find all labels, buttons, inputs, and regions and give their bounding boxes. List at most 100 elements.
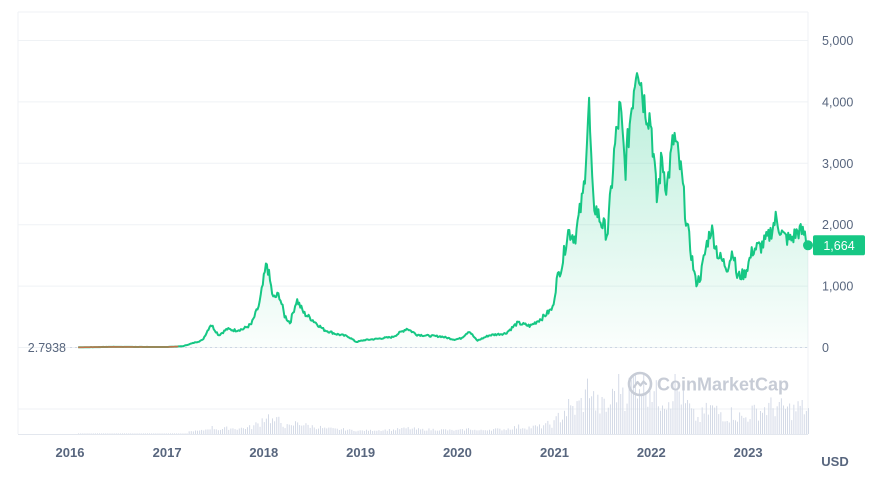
volume-bar — [722, 421, 724, 434]
volume-bar — [693, 408, 695, 434]
volume-bar — [593, 391, 595, 434]
volume-bar — [84, 433, 86, 434]
volume-bar — [637, 398, 638, 434]
price-line — [78, 72, 809, 349]
volume-bar — [290, 425, 292, 434]
volume-bar — [276, 417, 278, 434]
volume-bar — [190, 431, 192, 434]
volume-bar — [545, 423, 547, 434]
volume-bar — [232, 428, 234, 434]
volume-bar — [787, 406, 788, 434]
volume-bar — [574, 414, 576, 434]
volume-bar — [438, 430, 440, 434]
volume-bar — [268, 414, 269, 434]
volume-bar — [301, 425, 303, 434]
volume-bar — [489, 429, 490, 434]
volume-bar — [643, 374, 645, 434]
volume-bar — [532, 425, 534, 434]
volume-bar — [201, 429, 203, 434]
volume-bar — [803, 414, 805, 434]
volume-bar — [582, 412, 584, 434]
volume-bar — [192, 431, 194, 434]
volume-bar — [478, 430, 480, 434]
volume-bar — [726, 421, 728, 434]
volume-bar — [245, 429, 246, 434]
volume-bar — [451, 429, 453, 434]
volume-bar — [801, 400, 803, 434]
volume-bar — [420, 429, 422, 434]
volume-bar — [737, 421, 738, 434]
volume-bar — [205, 429, 207, 434]
x-tick-label: 2021 — [540, 445, 569, 460]
volume-bar — [426, 430, 428, 434]
volume-bar — [491, 430, 492, 434]
volume-bar — [516, 428, 517, 434]
volume-bar — [651, 402, 653, 434]
volume-bar — [778, 402, 780, 434]
volume-bar — [682, 384, 684, 434]
volume-bar — [797, 401, 799, 434]
volume-bar — [562, 419, 563, 434]
volume-bar — [82, 433, 84, 434]
volume-bar — [505, 430, 507, 434]
volume-bar — [170, 433, 171, 434]
volume-bar — [163, 433, 165, 434]
volume-bar — [511, 429, 513, 434]
volume-bar — [482, 430, 484, 434]
volume-bar — [443, 429, 444, 434]
volume-bar — [359, 430, 361, 434]
volume-bar — [758, 420, 759, 434]
volume-bar — [255, 422, 257, 434]
volume-bar — [668, 402, 670, 434]
y-tick-label: 2,000 — [822, 218, 853, 232]
volume-bar — [211, 426, 213, 434]
volume-bar — [493, 429, 495, 434]
volume-bar — [710, 405, 711, 434]
volume-bar — [176, 433, 178, 434]
volume-bar — [685, 403, 686, 434]
volume-bar — [666, 409, 668, 434]
x-tick-label: 2020 — [443, 445, 472, 460]
volume-bar — [449, 429, 451, 434]
volume-bar — [578, 400, 580, 434]
volume-bar — [808, 408, 809, 434]
volume-bar — [705, 402, 707, 434]
volume-bar — [774, 416, 776, 434]
volume-bar — [749, 419, 751, 434]
volume-bar — [309, 427, 311, 434]
volume-bar — [188, 431, 190, 434]
volume-bar — [113, 433, 115, 434]
volume-bar — [584, 389, 586, 434]
volume-bar — [547, 420, 549, 434]
volume-bar — [484, 430, 486, 434]
volume-bar — [101, 433, 103, 434]
volume-bar — [372, 431, 374, 434]
volume-bar — [624, 411, 626, 434]
volume-bar — [105, 433, 107, 434]
volume-bar — [664, 408, 665, 434]
volume-bar — [207, 429, 209, 434]
currency-label: USD — [821, 454, 848, 469]
volume-bar — [755, 408, 757, 434]
volume-bar — [405, 428, 407, 434]
volume-bar — [495, 428, 497, 434]
volume-bar — [751, 405, 753, 434]
volume-bars — [78, 374, 809, 434]
volume-bar — [103, 433, 105, 434]
grid — [17, 11, 809, 435]
volume-bar — [530, 428, 532, 434]
volume-bar — [536, 426, 538, 434]
volume-bar — [391, 430, 392, 434]
volume-bar — [476, 430, 478, 434]
price-area — [78, 73, 808, 348]
volume-bar — [747, 421, 749, 434]
volume-bar — [338, 430, 340, 434]
volume-bar — [447, 430, 449, 434]
x-tick-label: 2016 — [56, 445, 85, 460]
volume-bar — [326, 428, 328, 434]
volume-bar — [278, 416, 280, 434]
volume-bar — [678, 391, 680, 434]
volume-bar — [616, 402, 618, 434]
volume-bar — [366, 429, 367, 434]
